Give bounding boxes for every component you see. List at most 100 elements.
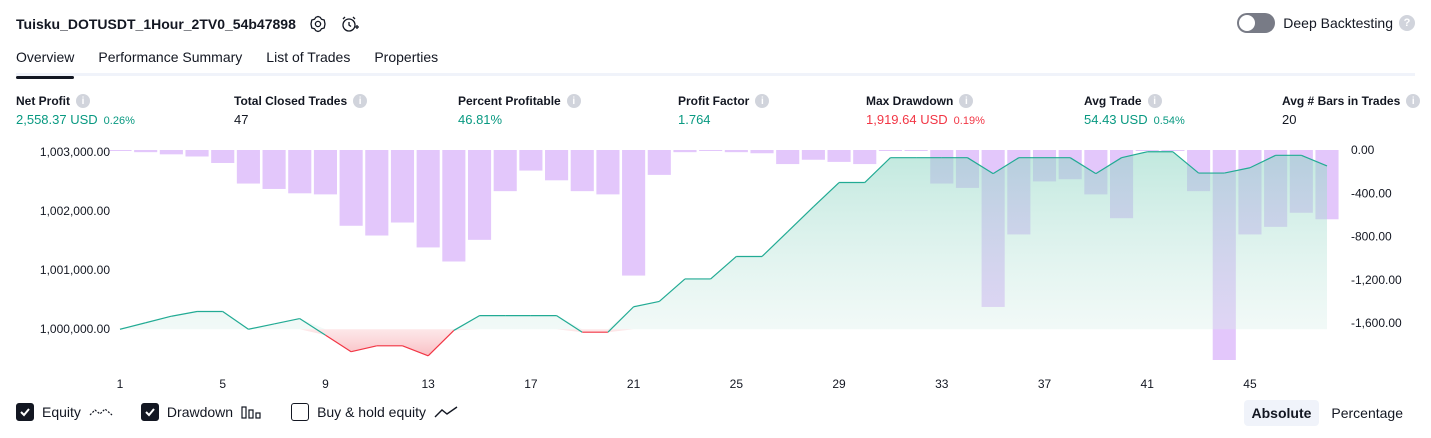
drawdown-bar [878, 150, 902, 151]
legend-buy-hold-toggle[interactable]: Buy & hold equity [291, 403, 458, 421]
strategy-title: Tuisku_DOTUSDT_1Hour_2TV0_54b47898 [16, 16, 296, 32]
help-icon[interactable]: ? [1399, 15, 1415, 31]
info-icon[interactable]: i [1406, 94, 1421, 108]
equity-line-segment [556, 315, 583, 333]
legend-buy-hold-label: Buy & hold equity [317, 404, 427, 420]
drawdown-bar [750, 150, 774, 154]
settings-gear-icon[interactable] [308, 14, 328, 34]
drawdown-bar [853, 150, 877, 165]
y-right-tick-label: 0.00 [1351, 143, 1375, 157]
equity-line-segment [1172, 151, 1199, 174]
deep-backtesting-label: Deep Backtesting [1283, 15, 1393, 31]
drawdown-bar [313, 150, 338, 195]
metric-total-closed-trades: Total Closed Trades i 47 [234, 94, 368, 127]
metric-value: 54.43 USD [1084, 112, 1148, 127]
drawdown-bar [801, 150, 825, 160]
info-icon[interactable]: i [755, 94, 770, 108]
drawdown-bar [776, 150, 800, 165]
tab-properties[interactable]: Properties [374, 49, 439, 65]
y-right-tick-label: -800.00 [1351, 230, 1392, 244]
info-icon[interactable]: i [1147, 94, 1162, 108]
deep-backtesting-control: Deep Backtesting ? [1237, 13, 1415, 33]
x-tick-label: 33 [935, 377, 949, 390]
drawdown-bar [467, 150, 492, 240]
y-left-tick-label: 1,002,000.00 [40, 204, 110, 218]
equity-line-segment [273, 318, 300, 325]
drawdown-bar [545, 150, 569, 181]
metric-percent-profitable: Percent Profitable i 46.81% [458, 94, 581, 127]
metric-value: 2,558.37 USD [16, 112, 98, 127]
metric-value: 1.764 [678, 112, 711, 127]
tab-list-of-trades[interactable]: List of Trades [266, 49, 351, 65]
equity-line-segment [812, 182, 840, 208]
metric-value: 46.81% [458, 112, 503, 127]
info-icon[interactable]: i [76, 94, 90, 108]
equity-line-segment [710, 256, 737, 280]
info-icon[interactable]: i [566, 94, 581, 108]
toggle-knob [1239, 15, 1256, 31]
metric-avg-bars: Avg # Bars in Trades i 20 [1282, 94, 1421, 127]
drawdown-bar [211, 150, 235, 163]
equity-line-segment [350, 345, 377, 353]
tab-overview[interactable]: Overview [16, 44, 75, 79]
metric-percent: 0.26% [103, 115, 135, 127]
info-icon[interactable]: i [959, 94, 974, 108]
chart-legend: Equity Drawdown Buy & hold equity [16, 403, 486, 421]
drawdown-bar [339, 150, 363, 226]
equity-line-segment [761, 231, 789, 257]
legend-equity-label: Equity [42, 404, 81, 420]
tab-performance-summary[interactable]: Performance Summary [98, 49, 243, 65]
x-tick-label: 1 [117, 377, 124, 390]
drawdown-bar [570, 150, 594, 192]
drawdown-bar [134, 150, 158, 153]
metric-label: Max Drawdown [866, 94, 954, 108]
drawdown-bar [622, 150, 646, 276]
metric-label: Avg # Bars in Trades [1282, 94, 1401, 108]
info-icon[interactable]: i [353, 94, 368, 108]
metric-percent: 0.54% [1153, 115, 1185, 127]
drawdown-bar [904, 150, 928, 151]
equity-line-segment [1095, 157, 1122, 175]
metric-profit-factor: Profit Factor i 1.764 [678, 94, 770, 127]
y-right-tick-label: -400.00 [1351, 186, 1392, 200]
drawdown-bars-icon [241, 405, 263, 419]
legend-equity-toggle[interactable]: Equity [16, 403, 113, 421]
equity-line-segment [119, 322, 146, 330]
equity-line-icon [89, 405, 113, 419]
metric-avg-trade: Avg Trade i 54.43 USD 0.54% [1084, 94, 1185, 127]
equity-line-segment [1069, 157, 1097, 175]
equity-drawdown-chart: 1,003,000.00 1,002,000.00 1,001,000.00 1,00… [40, 143, 1402, 390]
equity-checkbox[interactable] [16, 403, 34, 421]
percentage-button[interactable]: Percentage [1331, 405, 1403, 421]
drawdown-bar [724, 150, 748, 153]
equity-line-segment [145, 315, 172, 324]
equity-loss-area [120, 329, 1327, 356]
deep-backtesting-toggle[interactable] [1237, 13, 1276, 33]
equity-line-segment [967, 157, 994, 175]
y-right-tick-label: -1,600.00 [1351, 316, 1402, 330]
add-alert-clock-icon[interactable] [340, 14, 360, 34]
drawdown-bar [827, 150, 851, 162]
drawdown-bar [108, 150, 132, 151]
equity-line-segment [171, 310, 198, 317]
metric-label: Avg Trade [1084, 94, 1142, 108]
absolute-button[interactable]: Absolute [1243, 400, 1320, 426]
x-tick-label: 25 [730, 377, 744, 390]
metric-value: 20 [1282, 112, 1297, 127]
equity-line-segment [1121, 151, 1148, 159]
equity-line-segment [402, 345, 429, 357]
drawdown-bar [262, 150, 286, 189]
drawdown-bar [699, 150, 723, 151]
equity-line-segment [1224, 167, 1251, 174]
metric-label: Total Closed Trades [234, 94, 348, 108]
legend-drawdown-toggle[interactable]: Drawdown [140, 403, 263, 421]
drawdown-bar [390, 150, 415, 223]
drawdown-bar [159, 150, 183, 155]
metric-value: 47 [234, 112, 249, 127]
buy-hold-checkbox[interactable] [291, 403, 310, 421]
equity-line-segment [1249, 154, 1276, 169]
metric-label: Profit Factor [678, 94, 750, 108]
x-tick-label: 21 [627, 377, 641, 390]
drawdown-checkbox[interactable] [140, 403, 159, 421]
x-tick-label: 13 [421, 377, 435, 390]
